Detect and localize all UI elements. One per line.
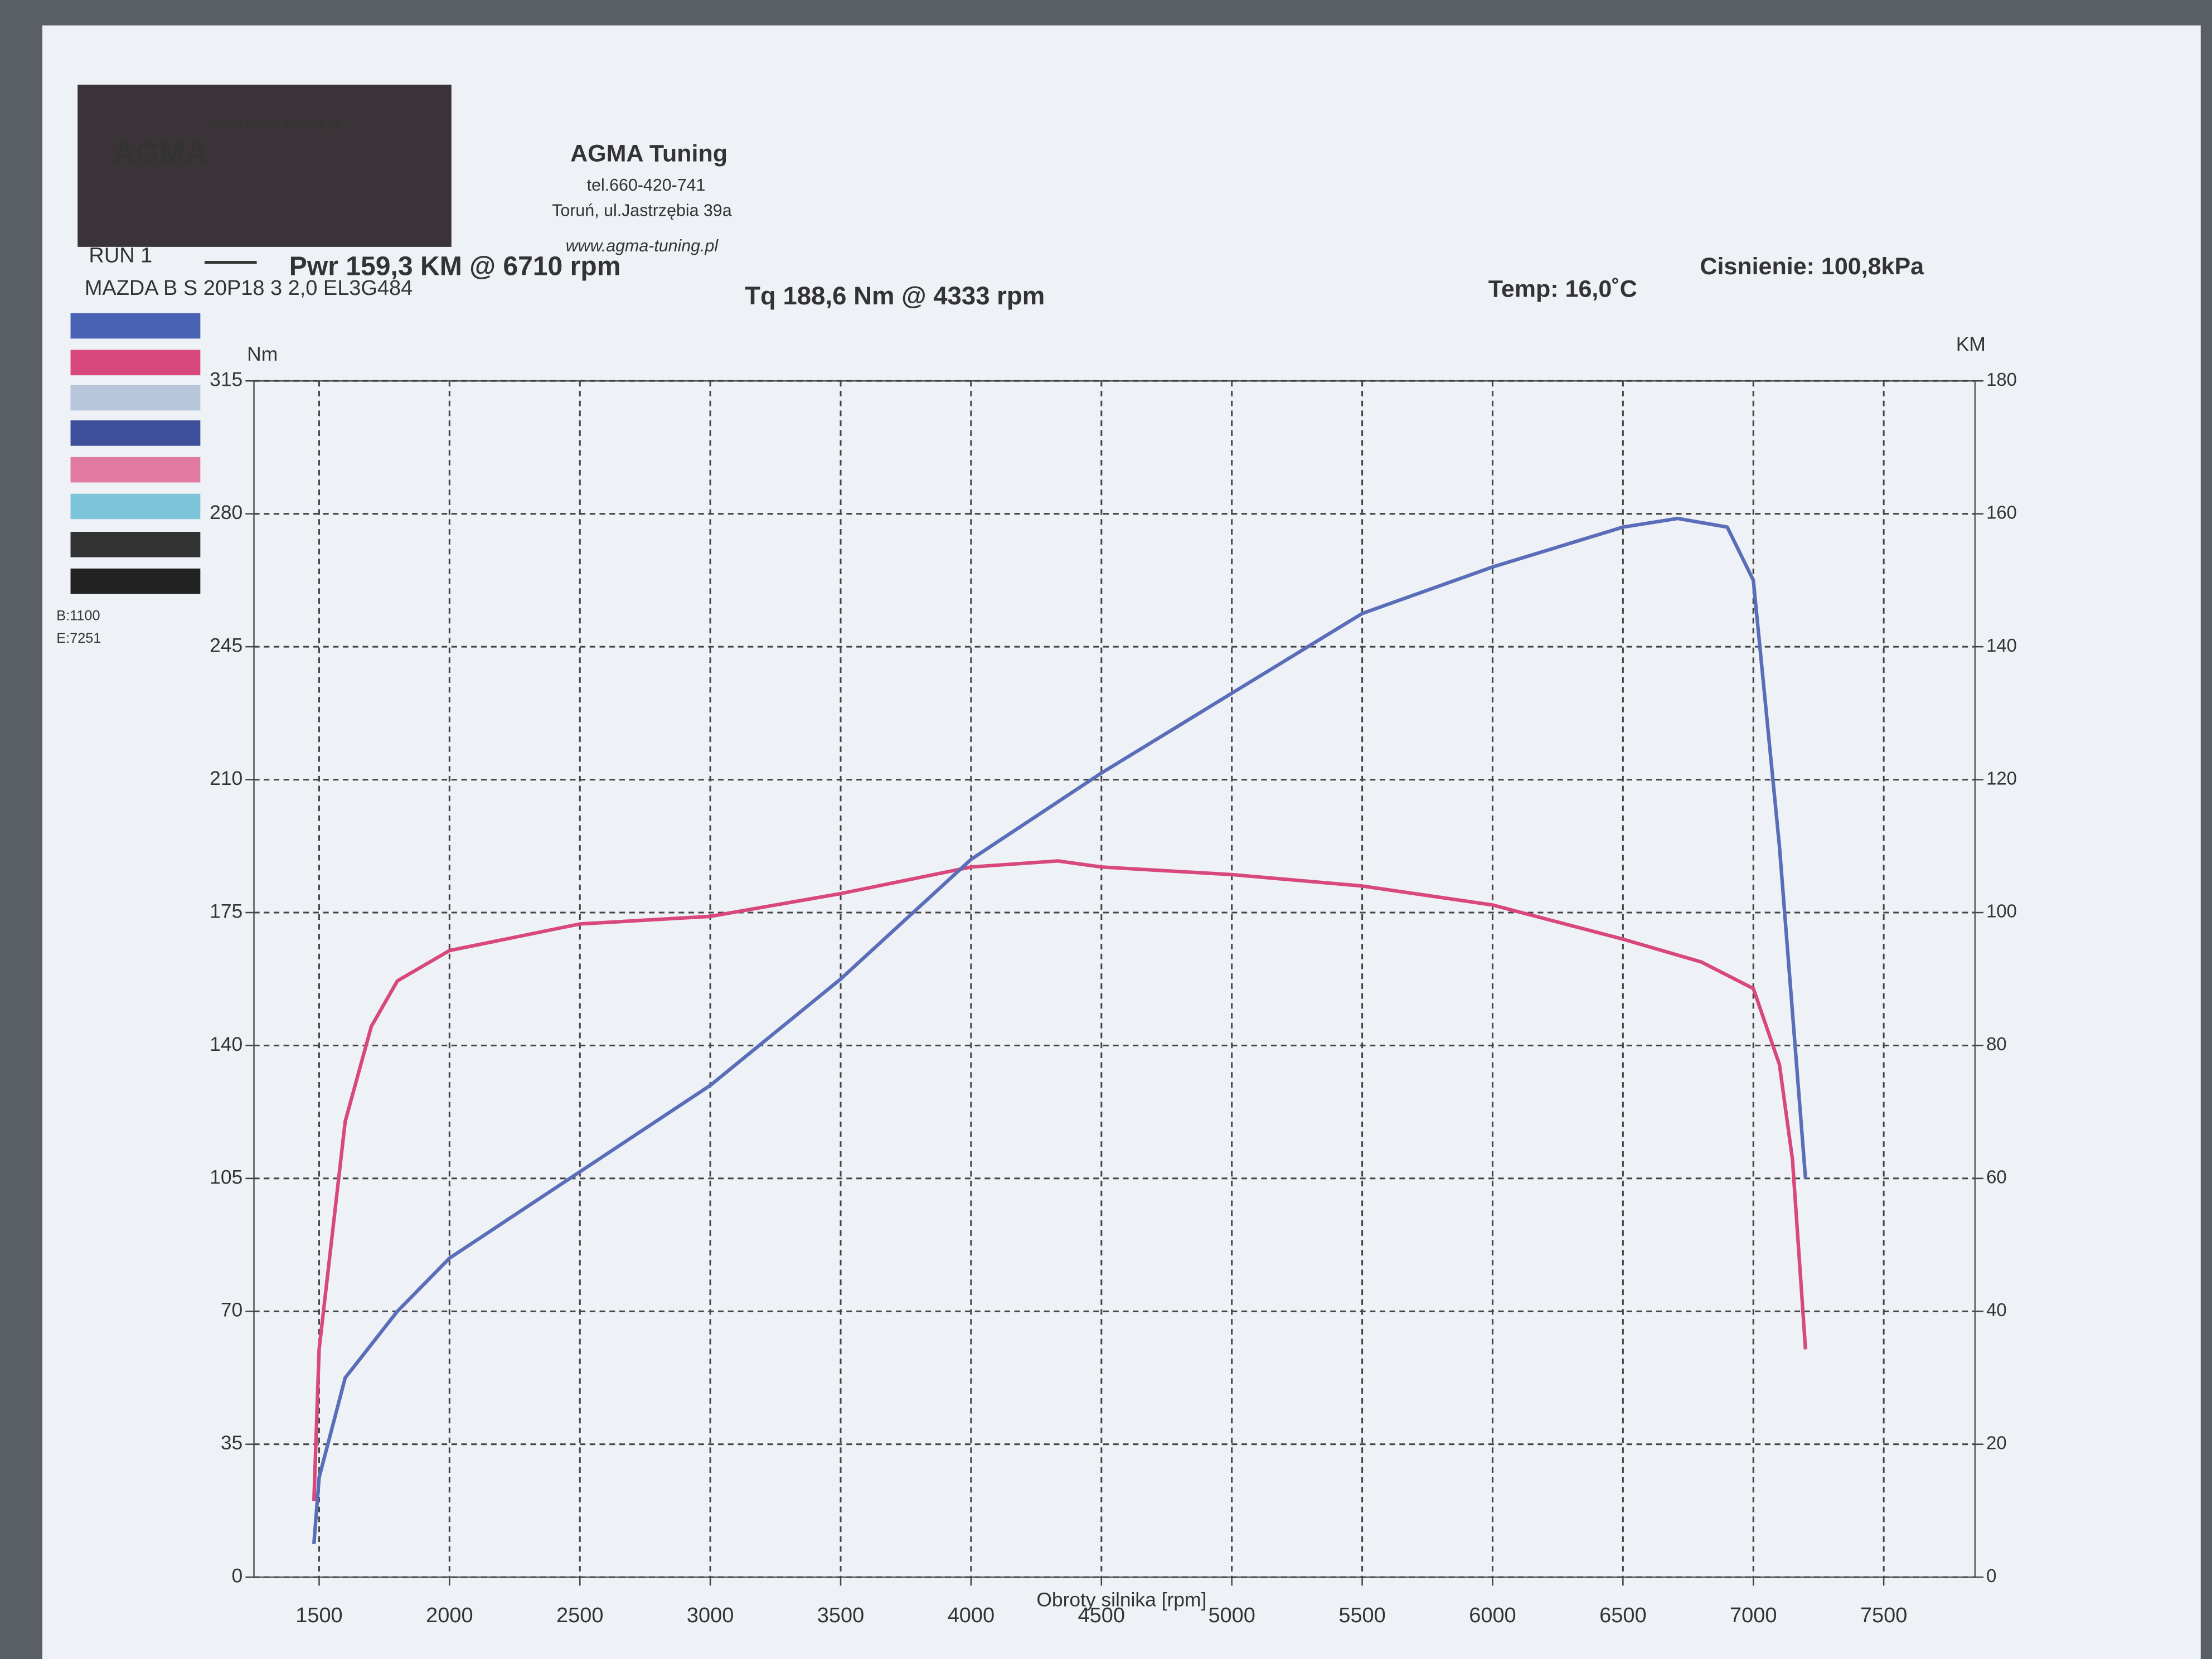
x-tick-label: 7000	[1730, 1604, 1777, 1627]
y2-tick-label: 180	[1986, 369, 2017, 390]
x-tick-label: 1500	[295, 1604, 342, 1627]
y-tick-label: 175	[210, 900, 242, 922]
y2-tick-label: 120	[1986, 768, 2017, 788]
y2-tick-label: 140	[1986, 635, 2017, 656]
y-tick-label: 35	[221, 1432, 242, 1454]
panel-box	[70, 568, 201, 594]
y2-axis-label: KM	[1956, 333, 1986, 355]
y2-tick-label: 20	[1986, 1432, 2007, 1453]
series-line	[312, 516, 1807, 1544]
x-tick-label: 2000	[426, 1604, 473, 1627]
y-tick-label: 0	[232, 1565, 243, 1587]
y2-tick-label: 160	[1986, 502, 2017, 522]
header-line: tel.660-420-741	[587, 176, 706, 195]
panel-label: E:7251	[56, 630, 101, 646]
x-tick-label: 6000	[1469, 1604, 1516, 1627]
y-tick-label: 210	[210, 767, 242, 789]
panel-box	[70, 313, 201, 339]
logo-site: www.agma-tuning.pl	[211, 115, 339, 131]
logo-name: AGMA	[113, 135, 207, 170]
y2-tick-label: 100	[1986, 901, 2017, 921]
vehicle: MAZDA B S 20P18 3 2,0 EL3G484	[85, 276, 413, 300]
x-tick-label: 2500	[556, 1604, 603, 1627]
y-tick-label: 280	[210, 501, 242, 523]
x-tick-label: 5000	[1208, 1604, 1255, 1627]
x-tick-label: 3500	[817, 1604, 864, 1627]
run-label: RUN 1	[89, 244, 152, 268]
panel-box	[70, 385, 201, 411]
logo-box	[77, 84, 452, 247]
panel-box	[70, 420, 201, 446]
series-line	[312, 859, 1807, 1502]
x-tick-label: 4000	[948, 1604, 995, 1627]
side-panel	[70, 313, 201, 594]
pressure: Cisnienie: 100,8kPa	[1700, 253, 1924, 280]
chart-title: AGMA Tuning	[570, 140, 727, 167]
y-axis-label: Nm	[247, 343, 278, 365]
header-line: Toruń, ul.Jastrzębia 39a	[552, 202, 731, 220]
paper	[42, 25, 2201, 1659]
x-tick-label: 5500	[1338, 1604, 1385, 1627]
power-peak: Pwr 159,3 KM @ 6710 rpm	[289, 251, 621, 282]
panel-box	[70, 493, 201, 520]
header-line: www.agma-tuning.pl	[566, 237, 719, 255]
x-tick-label: 7500	[1860, 1604, 1907, 1627]
x-tick-label: 4500	[1078, 1604, 1125, 1627]
y-tick-label: 315	[210, 368, 242, 391]
panel-box	[70, 457, 201, 483]
panel-box	[70, 532, 201, 557]
y2-tick-label: 40	[1986, 1299, 2007, 1320]
y-tick-label: 70	[221, 1299, 242, 1321]
y2-tick-label: 0	[1986, 1565, 1996, 1586]
y-tick-label: 245	[210, 634, 242, 657]
panel-box	[70, 350, 201, 376]
torque-peak: Tq 188,6 Nm @ 4333 rpm	[745, 282, 1045, 310]
y-tick-label: 140	[210, 1033, 242, 1055]
panel-label: B:1100	[56, 608, 100, 624]
x-axis-label: Obroty silnika [rpm]	[1036, 1589, 1206, 1611]
x-tick-label: 3000	[687, 1604, 734, 1627]
y2-tick-label: 80	[1986, 1034, 2007, 1054]
temperature: Temp: 16,0˚C	[1488, 276, 1637, 303]
x-tick-label: 6500	[1599, 1604, 1646, 1627]
y-tick-label: 105	[210, 1166, 242, 1188]
y2-tick-label: 60	[1986, 1167, 2007, 1187]
